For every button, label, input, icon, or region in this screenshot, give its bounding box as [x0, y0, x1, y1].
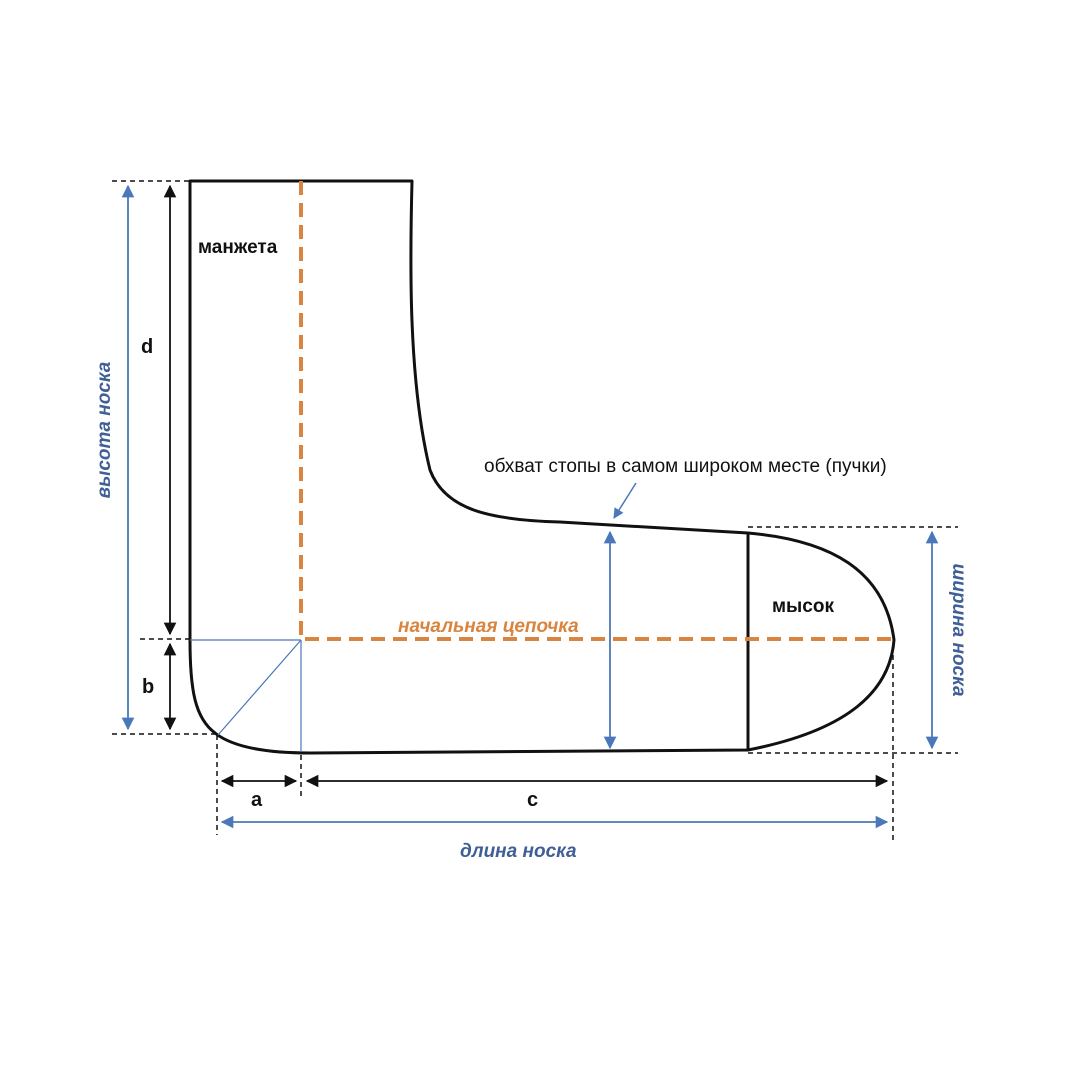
- dimension-b-label: b: [142, 676, 154, 698]
- starting-chain-line: [299, 181, 894, 641]
- foot-circumference-label: обхват стопы в самом широком месте (пучк…: [484, 456, 887, 477]
- sock-height-label: высота носка: [94, 361, 115, 498]
- toe-label: мысок: [772, 596, 834, 617]
- dimension-c-label: c: [527, 789, 538, 811]
- dimension-a-label: a: [251, 789, 263, 811]
- sock-width-label: ширина носка: [948, 563, 969, 697]
- dimension-d-label: d: [141, 336, 153, 358]
- starting-chain-label: начальная цепочка: [398, 616, 579, 637]
- sock-outline: [188, 179, 896, 755]
- heel-guide-diagonal: [217, 639, 302, 736]
- cuff-label: манжета: [198, 237, 278, 258]
- sock-length-label: длина носка: [460, 841, 577, 862]
- foot-circumference-pointer: [613, 482, 637, 519]
